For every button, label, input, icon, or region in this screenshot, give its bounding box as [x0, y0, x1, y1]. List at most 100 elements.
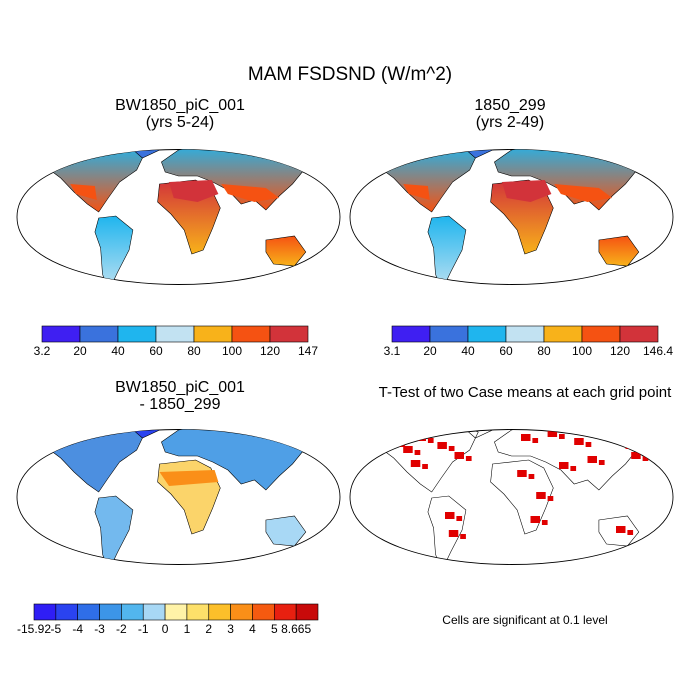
significant-cell: [570, 578, 576, 583]
colorbar-label: 100: [572, 344, 592, 358]
land-europe-asia: [494, 429, 653, 491]
colorbar-box: [121, 603, 144, 621]
colorbar-label: 3.1: [384, 344, 401, 358]
panel2-title-line2: (yrs 2-49): [475, 114, 545, 131]
colorbar-box: [41, 325, 81, 343]
land-antarctica: [46, 286, 331, 300]
significant-cell: [585, 442, 592, 447]
significant-cell: [410, 460, 421, 467]
figure-title: MAM FSDSND (W/m^2): [247, 64, 453, 85]
significant-cell: [547, 496, 554, 501]
significant-cell: [403, 446, 413, 453]
significant-cell: [646, 578, 652, 583]
colorbar-1: 3.2 20 40 60 80 100 120 147: [34, 325, 318, 358]
significant-cell: [460, 534, 466, 539]
land-greenland: [461, 429, 493, 439]
significant-cell: [416, 434, 426, 441]
significant-cell: [559, 574, 569, 581]
significant-cell: [517, 470, 527, 477]
significant-cell: [414, 450, 421, 455]
significant-cell: [454, 452, 464, 459]
significant-cell: [541, 520, 548, 525]
colorbar-label: 147: [298, 344, 318, 358]
colorbar-box: [619, 325, 659, 343]
significant-cell: [600, 432, 611, 439]
colorbar-label: 5: [271, 622, 278, 636]
colorbar-box: [429, 325, 469, 343]
colorbar-box: [252, 603, 275, 621]
colorbar-box: [193, 325, 233, 343]
colorbar-box: [155, 325, 195, 343]
colorbar-box: [208, 603, 231, 621]
colorbar-label: -1: [138, 622, 149, 636]
sahel-band: [159, 470, 219, 486]
colorbar-box: [230, 603, 253, 621]
colorbar-label: -5: [51, 622, 62, 636]
land-antarctica: [379, 286, 664, 300]
sahara-band: [169, 180, 219, 202]
colorbar-box: [99, 603, 122, 621]
map-panel-2: [349, 149, 674, 300]
significant-cell: [528, 474, 535, 479]
significant-cell: [598, 460, 605, 465]
namerica-band: [70, 184, 97, 200]
significant-cell: [532, 438, 539, 443]
colorbar-box: [79, 325, 119, 343]
colorbar-box: [77, 603, 100, 621]
colorbar-box: [231, 325, 271, 343]
significant-cell: [559, 462, 569, 469]
significant-cell: [493, 574, 503, 581]
significant-cell: [437, 442, 447, 449]
significant-cell: [475, 576, 481, 581]
colorbar-label: -4: [72, 622, 83, 636]
colorbar-label: -2: [116, 622, 127, 636]
colorbar-label: 2: [205, 622, 212, 636]
map-panel-1: [16, 149, 341, 300]
colorbar-box: [33, 603, 57, 621]
significant-cell: [504, 578, 510, 583]
colorbar-box: [142, 603, 166, 621]
colorbar-label: 80: [537, 344, 551, 358]
significant-cell: [616, 526, 626, 533]
colorbar-label: 20: [73, 344, 87, 358]
land-antarctica: [379, 566, 664, 580]
significant-cell: [388, 438, 398, 445]
colorbar-label: 80: [187, 344, 201, 358]
colorbar-label: 4: [249, 622, 256, 636]
colorbar-box: [117, 325, 157, 343]
land-greenland: [128, 429, 160, 439]
significant-cell: [456, 516, 463, 521]
significant-cell: [422, 464, 428, 469]
colorbar-box: [581, 325, 621, 343]
colorbar-box: [186, 603, 210, 621]
land-africa: [490, 459, 554, 535]
significant-cell: [547, 430, 558, 437]
namerica-band: [403, 184, 430, 200]
colorbar-label: 60: [499, 344, 513, 358]
significant-cell: [427, 438, 434, 443]
map-panel-4: [349, 429, 674, 583]
significant-cell: [448, 446, 455, 451]
colorbar-label: 40: [461, 344, 475, 358]
colorbar-box: [269, 325, 309, 343]
land-greenland: [128, 149, 160, 159]
significant-cell: [464, 572, 474, 579]
significant-cell: [559, 434, 565, 439]
map-border: [349, 429, 674, 565]
significant-cell: [536, 492, 546, 499]
map-panel-3: [16, 429, 341, 565]
colorbar-2: 3.1 20 40 60 80 100 120 146.4: [384, 325, 673, 358]
significant-cell: [570, 466, 577, 471]
colorbar-label: 40: [111, 344, 125, 358]
significant-cell: [636, 446, 643, 451]
land-greenland: [461, 149, 493, 159]
significant-cell: [612, 436, 618, 441]
colorbar-box: [543, 325, 583, 343]
colorbar-label: 1: [184, 622, 191, 636]
significant-cell: [627, 530, 634, 535]
asia-band: [221, 184, 280, 202]
colorbar-label: 20: [423, 344, 437, 358]
colorbar-label: 60: [149, 344, 163, 358]
panel1-title-line2: (yrs 5-24): [145, 114, 215, 131]
